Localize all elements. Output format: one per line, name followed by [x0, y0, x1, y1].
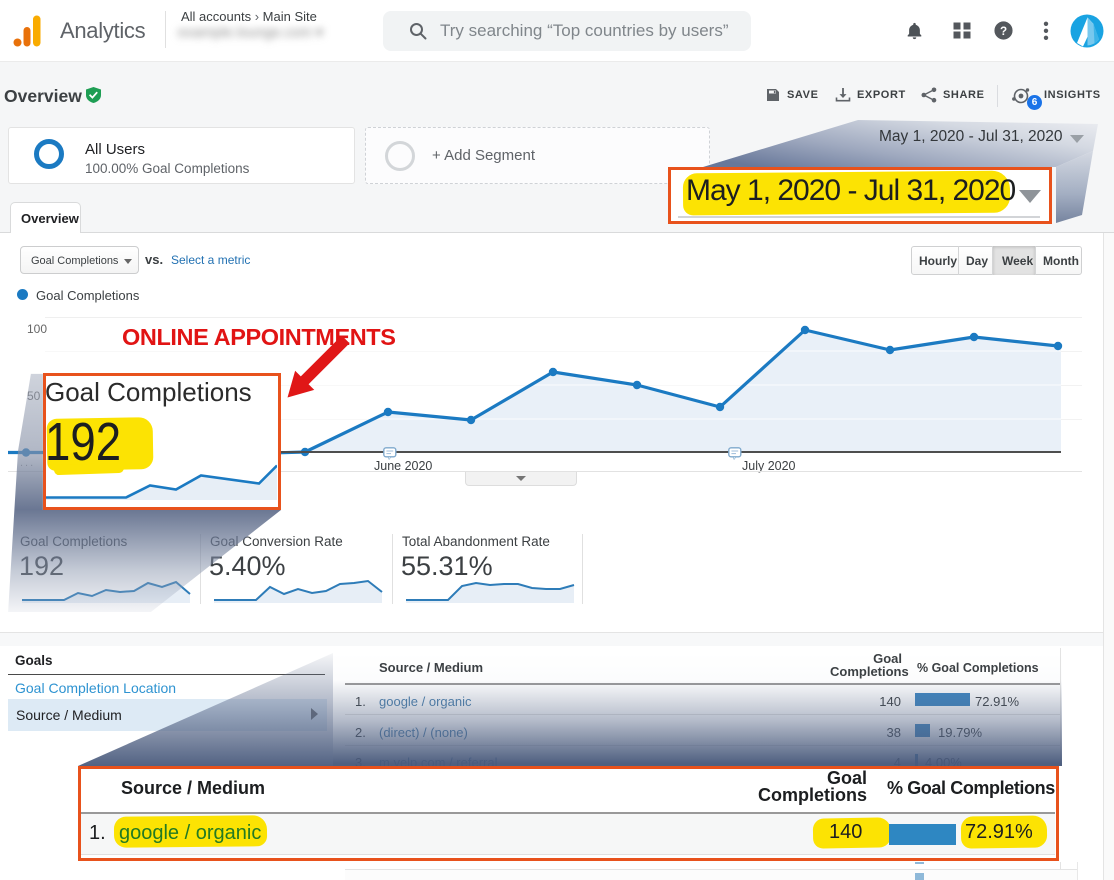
svg-text:?: ? — [1000, 25, 1007, 38]
